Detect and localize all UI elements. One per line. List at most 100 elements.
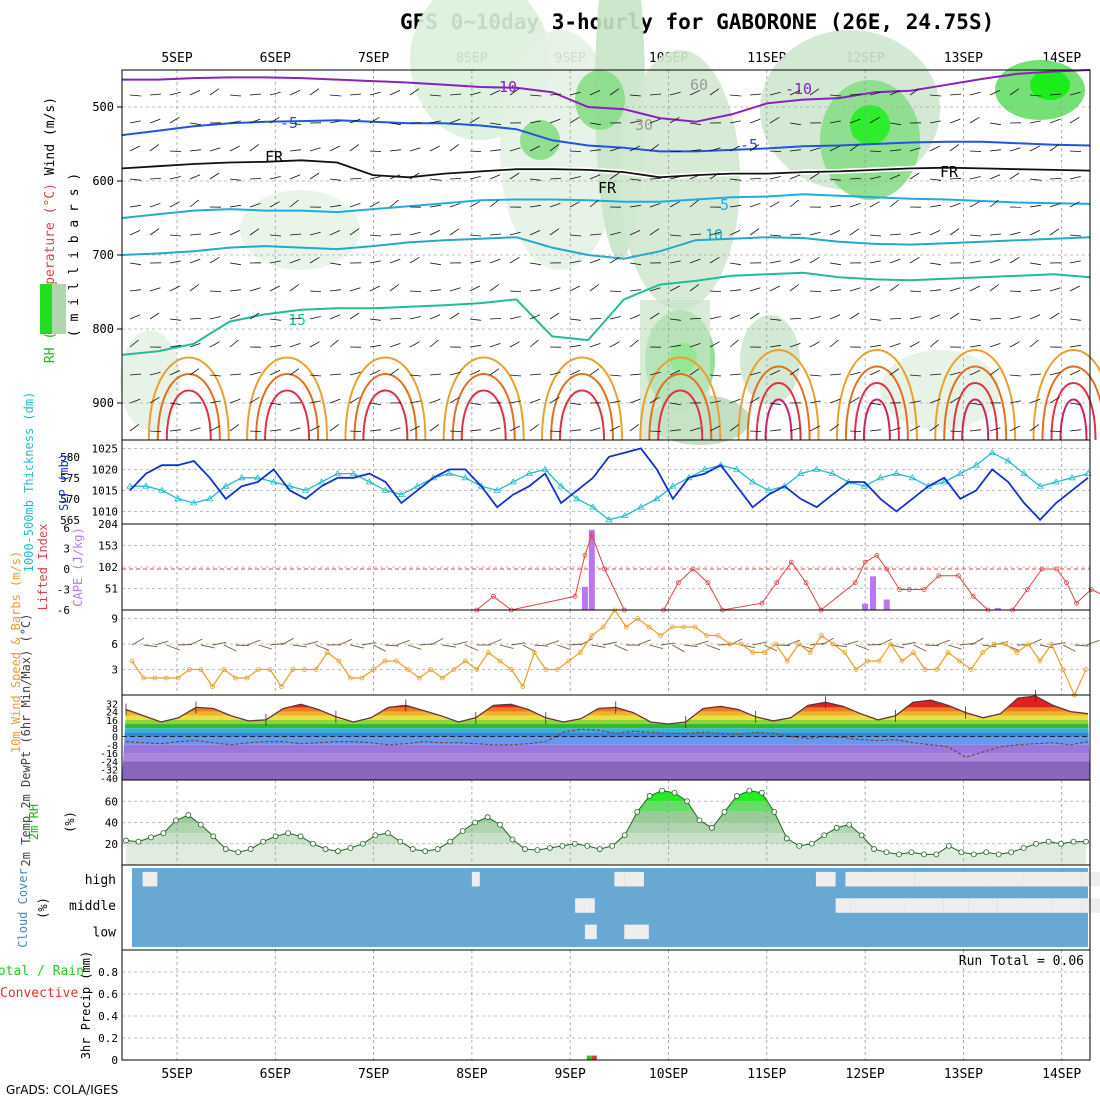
wind-barb bbox=[1069, 150, 1082, 152]
wind-speed-point bbox=[658, 633, 664, 638]
wind-barb bbox=[709, 231, 721, 236]
slp-tick-label: 1020 bbox=[92, 463, 119, 476]
wind-barb bbox=[209, 341, 220, 348]
temperature-contour bbox=[746, 365, 811, 441]
wind-barb bbox=[849, 93, 862, 96]
wind-speed-point bbox=[899, 658, 905, 664]
wind-barb bbox=[889, 368, 900, 376]
wind-barb bbox=[669, 344, 681, 348]
slp-line bbox=[129, 447, 1089, 522]
wind-barb bbox=[309, 231, 321, 236]
wind-barb bbox=[469, 370, 481, 376]
wind-barb bbox=[609, 374, 622, 377]
wind-barb bbox=[929, 339, 939, 348]
wind-barb bbox=[789, 343, 801, 348]
wind-barb bbox=[649, 144, 660, 152]
wind-barb bbox=[689, 284, 700, 292]
wind-barb bbox=[329, 145, 340, 152]
precip-tick-label: 0.4 bbox=[98, 1010, 118, 1023]
wind-barb bbox=[529, 145, 540, 152]
precip-convective-bar bbox=[591, 1055, 597, 1060]
wind-barb bbox=[309, 341, 320, 348]
rh-point bbox=[970, 851, 977, 858]
wind-barb bbox=[229, 289, 241, 292]
wind-barb bbox=[1029, 204, 1041, 208]
wind-barb bbox=[549, 371, 561, 376]
rh-point bbox=[372, 832, 379, 839]
wind-barb bbox=[229, 120, 241, 124]
wind-barb bbox=[982, 644, 997, 648]
dewpoint-line bbox=[125, 728, 1089, 758]
wind-speed-point bbox=[957, 658, 962, 664]
wind-barb bbox=[429, 424, 440, 432]
wind-barb bbox=[929, 178, 941, 181]
cloud-gap bbox=[1022, 871, 1082, 887]
wind-barb bbox=[489, 258, 501, 264]
thickness-tick-label: 570 bbox=[60, 493, 80, 506]
wind-barb bbox=[529, 424, 540, 432]
wind-barb bbox=[969, 402, 981, 406]
wind-ylabel: 10m Wind Speed & Barbs (m/s) bbox=[9, 551, 23, 753]
wind-barb bbox=[209, 425, 220, 432]
wind-barb bbox=[614, 644, 628, 652]
wind-barb bbox=[169, 429, 181, 432]
wind-barb bbox=[489, 149, 501, 152]
temp-band bbox=[122, 728, 1090, 733]
wind-barb bbox=[449, 312, 460, 320]
rh-point bbox=[808, 840, 815, 847]
wind-barb bbox=[1029, 373, 1042, 376]
temperature-contour bbox=[549, 373, 614, 441]
wind-barb bbox=[449, 144, 460, 152]
rh-point bbox=[771, 808, 778, 815]
wind-barb bbox=[729, 398, 741, 404]
wind-barb bbox=[329, 94, 342, 97]
rh-point bbox=[696, 817, 703, 824]
wind-speed-point bbox=[600, 624, 606, 630]
thickness-ylabel: 1000-500mb Thickness (dm) bbox=[22, 392, 36, 573]
pressure-tick-label: 700 bbox=[92, 248, 114, 262]
wind-barb bbox=[789, 284, 800, 292]
wind-barb bbox=[849, 228, 860, 236]
thickness-point bbox=[254, 474, 262, 481]
wind-barb bbox=[1049, 203, 1061, 208]
wind-barb bbox=[829, 262, 841, 266]
wind-barb bbox=[689, 427, 701, 432]
cloud-gap bbox=[870, 898, 905, 913]
wind-barb bbox=[902, 641, 916, 646]
wind-barb bbox=[229, 339, 239, 348]
thickness-point bbox=[956, 469, 964, 476]
wind-barb bbox=[969, 91, 981, 96]
precip-legend-convective: Convective bbox=[0, 986, 78, 1001]
wind-barb bbox=[465, 644, 479, 651]
thickness-point bbox=[1036, 482, 1044, 489]
wind-speed-point bbox=[669, 624, 675, 630]
wind-barb bbox=[609, 341, 620, 348]
wind-barb bbox=[389, 258, 401, 264]
wind-barb bbox=[149, 371, 161, 376]
wind-barb bbox=[949, 118, 961, 124]
li-point bbox=[1039, 566, 1045, 572]
wind-barb bbox=[1029, 94, 1042, 97]
wind-barb bbox=[249, 178, 262, 180]
temp-tick-label: -40 bbox=[100, 774, 118, 785]
rh-point bbox=[571, 840, 578, 847]
wind-barb bbox=[409, 231, 421, 236]
temperature-contour bbox=[961, 398, 990, 441]
wind-barb bbox=[361, 642, 376, 646]
wind-barb bbox=[889, 427, 901, 432]
wind-barb bbox=[1029, 120, 1041, 124]
wind-barb bbox=[1039, 644, 1054, 649]
temp-ylabel: 2m Temp 2m DewPt (6hr Min/Max) (°C) bbox=[19, 614, 33, 867]
cape-bar bbox=[862, 603, 869, 610]
temperature-contour bbox=[657, 389, 704, 441]
wind-barb bbox=[909, 88, 920, 96]
wind-speed-point bbox=[991, 641, 997, 647]
wind-barb bbox=[449, 371, 461, 376]
wind-barb bbox=[129, 424, 140, 432]
wind-barb bbox=[749, 312, 760, 320]
wind-barb bbox=[249, 118, 261, 124]
wind-barb bbox=[729, 314, 741, 320]
temperature-contour bbox=[558, 389, 605, 441]
wind-barb bbox=[1009, 425, 1020, 432]
wind-barb bbox=[409, 290, 422, 292]
